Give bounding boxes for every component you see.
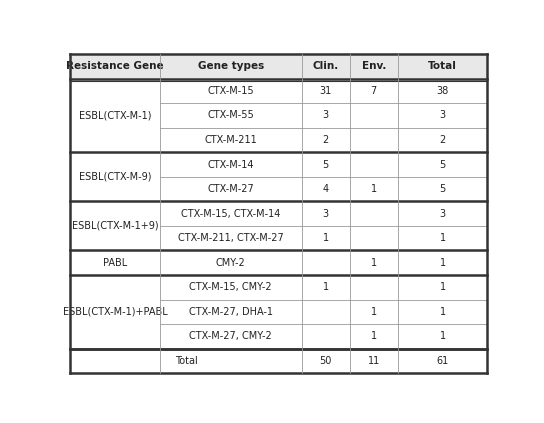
Text: Total: Total (175, 356, 197, 366)
Text: 5: 5 (440, 184, 446, 194)
Text: 1: 1 (370, 258, 377, 268)
Text: 4: 4 (323, 184, 329, 194)
Text: 5: 5 (440, 159, 446, 170)
Text: CTX-M-27, DHA-1: CTX-M-27, DHA-1 (189, 307, 273, 317)
Text: 1: 1 (440, 331, 446, 341)
Text: Env.: Env. (362, 61, 386, 71)
Bar (70, 201, 487, 226)
Text: CTX-M-27, CMY-2: CTX-M-27, CMY-2 (189, 331, 272, 341)
Text: 1: 1 (440, 258, 446, 268)
Text: CTX-M-15, CTX-M-14: CTX-M-15, CTX-M-14 (181, 209, 281, 219)
Text: CTX-M-14: CTX-M-14 (208, 159, 254, 170)
Text: CTX-M-15, CMY-2: CTX-M-15, CMY-2 (189, 282, 272, 292)
Bar (70, 54, 487, 79)
Bar (70, 349, 487, 373)
Text: 1: 1 (440, 307, 446, 317)
Text: 1: 1 (440, 233, 446, 243)
Bar (70, 275, 487, 299)
Text: 2: 2 (440, 135, 446, 145)
Bar (70, 152, 487, 177)
Bar (70, 177, 487, 201)
Text: 3: 3 (323, 110, 329, 121)
Text: 50: 50 (319, 356, 332, 366)
Text: CTX-M-55: CTX-M-55 (207, 110, 254, 121)
Text: CTX-M-211: CTX-M-211 (205, 135, 257, 145)
Text: Clin.: Clin. (313, 61, 339, 71)
Text: CTX-M-211, CTX-M-27: CTX-M-211, CTX-M-27 (178, 233, 283, 243)
Bar (70, 226, 487, 250)
Text: 11: 11 (368, 356, 380, 366)
Bar (70, 79, 487, 103)
Text: 1: 1 (323, 233, 329, 243)
Text: PABL: PABL (103, 258, 127, 268)
Text: Gene types: Gene types (197, 61, 264, 71)
Bar (70, 250, 487, 275)
Text: 61: 61 (436, 356, 449, 366)
Text: 3: 3 (440, 110, 446, 121)
Text: 38: 38 (436, 86, 449, 96)
Text: 1: 1 (440, 282, 446, 292)
Text: 1: 1 (370, 331, 377, 341)
Text: 31: 31 (320, 86, 332, 96)
Text: Resistance Gene: Resistance Gene (66, 61, 164, 71)
Text: 3: 3 (440, 209, 446, 219)
Text: ESBL(CTX-M-1): ESBL(CTX-M-1) (79, 110, 151, 121)
Text: 1: 1 (370, 307, 377, 317)
Bar (70, 299, 487, 324)
Text: 7: 7 (370, 86, 377, 96)
Bar (70, 324, 487, 349)
Text: 1: 1 (370, 184, 377, 194)
Bar (70, 128, 487, 152)
Text: 1: 1 (323, 282, 329, 292)
Text: 2: 2 (323, 135, 329, 145)
Text: CTX-M-27: CTX-M-27 (207, 184, 254, 194)
Text: CTX-M-15: CTX-M-15 (207, 86, 254, 96)
Bar (70, 103, 487, 128)
Text: ESBL(CTX-M-1)+PABL: ESBL(CTX-M-1)+PABL (63, 307, 168, 317)
Text: 5: 5 (323, 159, 329, 170)
Text: 3: 3 (323, 209, 329, 219)
Text: Total: Total (428, 61, 457, 71)
Text: ESBL(CTX-M-9): ESBL(CTX-M-9) (79, 172, 151, 182)
Text: ESBL(CTX-M-1+9): ESBL(CTX-M-1+9) (72, 221, 158, 231)
Text: CMY-2: CMY-2 (216, 258, 246, 268)
